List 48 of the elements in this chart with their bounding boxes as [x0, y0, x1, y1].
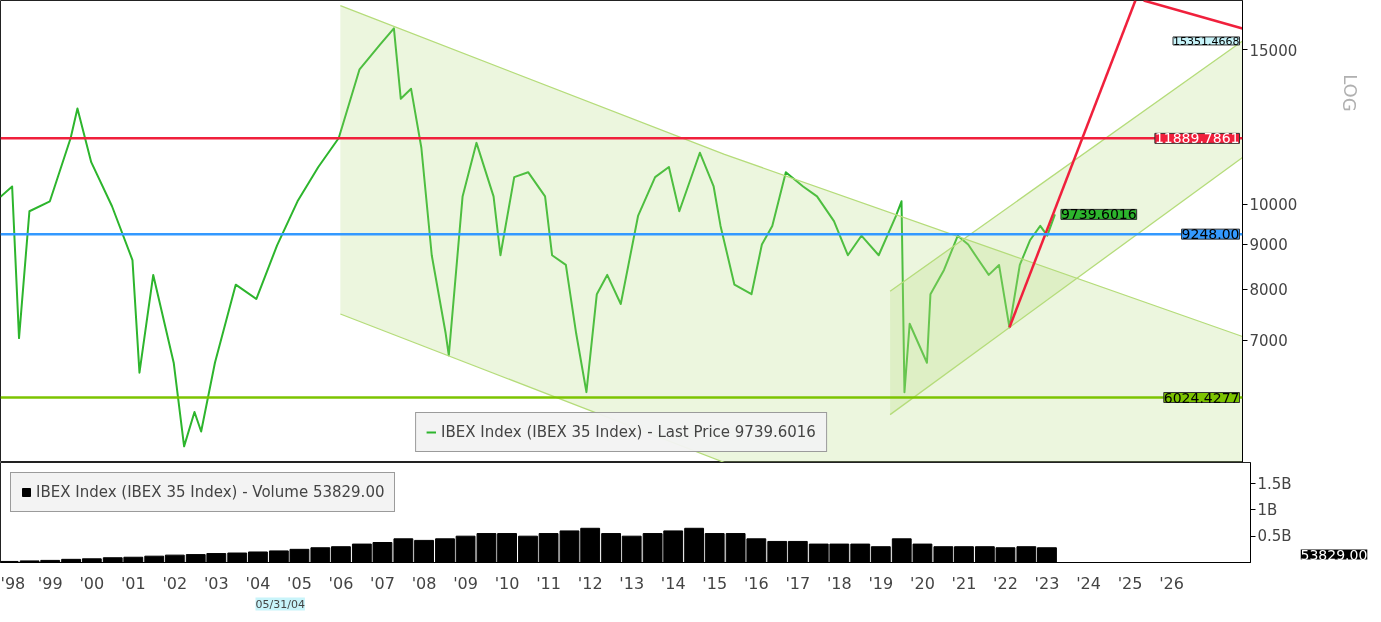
x-tick-label: '25 [1117, 573, 1143, 593]
x-tick-label: '23 [1034, 573, 1060, 593]
text: 05/31/04 [255, 597, 305, 611]
x-tick-label: '99 [37, 573, 63, 593]
x-tick-label: '01 [120, 573, 146, 593]
y-tick-label: 15000 [1249, 41, 1298, 60]
x-tick-label: '02 [162, 573, 188, 593]
line-series [0, 27, 1056, 448]
data-label: 15351.4668 [1173, 34, 1240, 48]
x-tick-label: '03 [203, 573, 229, 593]
x-tick-label: '98 [0, 573, 26, 593]
x-tick-label: '12 [577, 573, 603, 593]
text: 53829.00 [1300, 546, 1368, 563]
ref-line-label: 6024.4277 [1163, 389, 1240, 406]
x-tick-label: '15 [702, 573, 728, 593]
x-tick-label: '08 [411, 573, 437, 593]
legend-label: IBEX Index (IBEX 35 Index) - Last Price 9739.6016 [441, 423, 816, 441]
x-tick-label: '26 [1159, 573, 1184, 593]
y-tick-label: 0.5B [1257, 527, 1292, 546]
x-tick-label: '05 [287, 573, 312, 593]
text: LOG [1339, 74, 1361, 112]
x-tick-label: '18 [826, 573, 852, 593]
x-tick-label: '14 [660, 573, 686, 593]
x-tick-label: '22 [993, 573, 1018, 593]
x-tick-label: '24 [1076, 573, 1101, 593]
x-tick-label: '09 [453, 573, 478, 593]
x-tick-label: '11 [536, 573, 561, 593]
x-tick-label: '00 [79, 573, 105, 593]
x-tick-label: '19 [868, 573, 894, 593]
y-tick-label: 7000 [1249, 332, 1288, 351]
x-tick-label: '10 [494, 573, 520, 593]
y-tick-label: 8000 [1249, 281, 1288, 300]
x-tick-label: '07 [370, 573, 395, 593]
x-tick-label: '20 [910, 573, 935, 593]
ref-line-label: 11889.7861 [1154, 130, 1240, 147]
x-tick-label: '13 [619, 573, 645, 593]
legend-label: IBEX Index (IBEX 35 Index) - Volume 53829.00 [36, 483, 385, 501]
x-tick-label: '16 [743, 573, 769, 593]
x-tick-label: '17 [785, 573, 811, 593]
y-tick-label: 1B [1257, 500, 1278, 519]
y-tick-label: 1.5B [1257, 474, 1292, 493]
data-label: 9739.6016 [1060, 206, 1137, 223]
y-tick-label: 9000 [1249, 236, 1288, 255]
y-tick-label: 10000 [1249, 196, 1298, 215]
x-tick-label: '21 [951, 573, 977, 593]
x-tick-label: '06 [328, 573, 354, 593]
ref-line-label: 9248.00 [1181, 226, 1240, 243]
x-tick-label: '04 [245, 573, 271, 593]
